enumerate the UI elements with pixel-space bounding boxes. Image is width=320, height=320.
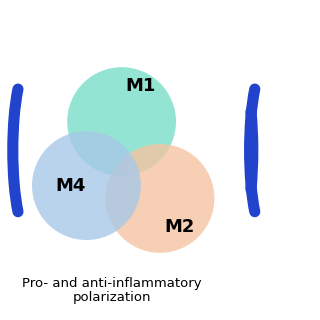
Text: polarization: polarization	[73, 291, 151, 304]
Text: M1: M1	[126, 77, 156, 95]
Text: M4: M4	[55, 177, 85, 195]
Text: Pro- and anti-inflammatory: Pro- and anti-inflammatory	[22, 277, 202, 290]
Circle shape	[67, 67, 176, 176]
Text: M2: M2	[164, 218, 194, 236]
Circle shape	[106, 144, 214, 253]
Circle shape	[32, 131, 141, 240]
